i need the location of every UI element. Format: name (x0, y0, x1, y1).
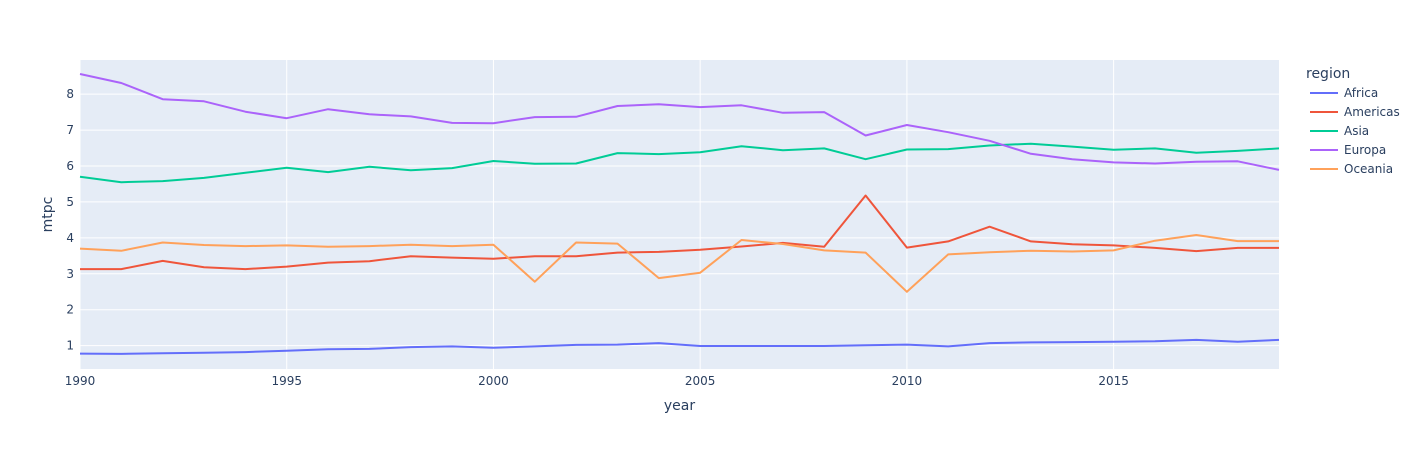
x-tick-label: 1995 (271, 374, 302, 388)
legend-item-asia[interactable]: Asia (1310, 124, 1369, 138)
y-tick-label: 7 (66, 123, 74, 137)
legend-item-europa[interactable]: Europa (1310, 143, 1386, 157)
grid-layer (79, 60, 1279, 369)
x-tick-label: 2010 (892, 374, 923, 388)
series-line-africa (79, 338, 1280, 355)
x-tick-label: 2005 (685, 374, 716, 388)
series-line-europa (79, 73, 1280, 171)
series-line-americas (80, 194, 1279, 271)
legend-title: region (1306, 66, 1350, 82)
y-axis-title: mtpc (40, 197, 56, 233)
legend-item-americas[interactable]: Americas (1310, 105, 1400, 119)
series-line-asia (79, 142, 1280, 184)
legend-label: Oceania (1344, 162, 1393, 176)
x-tick-label: 1990 (65, 374, 96, 388)
axis-layer: 1 2 3 4 5 6 7 8 1990 1995 2000 2005 2010 2015 (65, 87, 1129, 388)
legend-label: Africa (1344, 86, 1378, 100)
legend-label: Europa (1344, 143, 1386, 157)
y-tick-label: 6 (66, 159, 74, 173)
y-tick-label: 3 (66, 267, 74, 281)
x-tick-label: 2015 (1098, 374, 1129, 388)
y-tick-label: 8 (66, 87, 74, 101)
y-tick-label: 2 (66, 303, 74, 317)
x-tick-label: 2000 (478, 374, 509, 388)
plot-background (80, 60, 1279, 369)
legend[interactable]: region Africa Americas Asia Europa Oceania (1306, 66, 1400, 176)
y-tick-label: 4 (66, 231, 74, 245)
series-layer (79, 73, 1280, 355)
series-line-oceania (79, 234, 1279, 293)
y-tick-label: 1 (66, 339, 74, 353)
legend-item-africa[interactable]: Africa (1310, 86, 1378, 100)
x-axis-title: year (664, 398, 695, 414)
legend-item-oceania[interactable]: Oceania (1310, 162, 1393, 176)
y-tick-label: 5 (66, 195, 74, 209)
legend-label: Americas (1344, 105, 1400, 119)
legend-label: Asia (1344, 124, 1369, 138)
